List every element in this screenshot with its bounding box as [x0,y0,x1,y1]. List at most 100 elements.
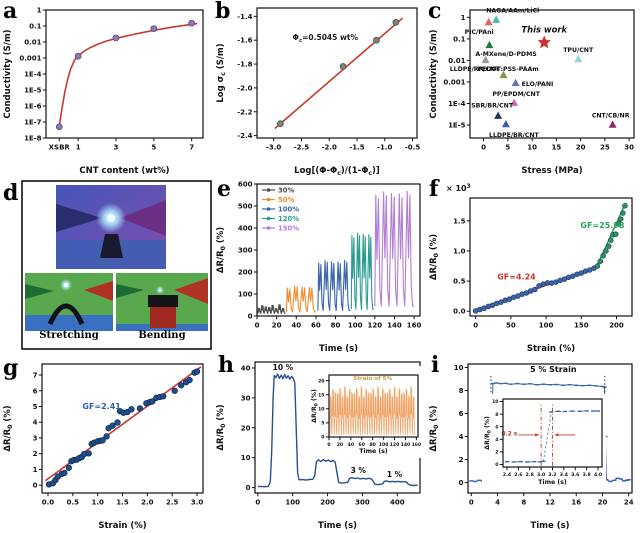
svg-text:60: 60 [359,442,365,448]
svg-text:150%: 150% [278,224,299,232]
svg-text:ΔR/R0 (%): ΔR/R0 (%) [484,416,492,450]
svg-text:15: 15 [551,144,561,152]
svg-text:200: 200 [609,322,624,330]
chart-conductivity-vs-cnt: XSBR 1 3 5 7 1 0.1 0.01 0.001 1E-4 1E-5 1E-6 1E-7 1E-… [0,0,213,178]
svg-text:20: 20 [598,499,608,507]
svg-text:3.0: 3.0 [537,472,545,478]
panel-led-photos: Stretching Bending [0,178,213,356]
svg-text:3: 3 [33,434,38,442]
svg-text:Time (s): Time (s) [318,521,357,531]
svg-text:Strain of 5%: Strain of 5% [353,376,392,382]
caption-stretching: Stretching [39,330,99,341]
svg-text:40: 40 [241,365,251,373]
svg-text:0: 0 [321,435,324,441]
svg-text:4: 4 [459,433,464,441]
svg-text:1E-6: 1E-6 [24,103,42,111]
svg-text:8: 8 [521,499,526,507]
svg-text:300: 300 [238,247,253,255]
svg-text:This work: This work [521,25,567,35]
svg-text:0: 0 [459,479,464,487]
svg-text:3.0: 3.0 [191,499,204,507]
svg-text:0: 0 [495,462,498,468]
panel-label-h: h [218,352,234,378]
svg-text:ΔR/R0 (%): ΔR/R0 (%) [3,405,14,451]
svg-text:160: 160 [412,442,421,448]
svg-text:200: 200 [320,499,335,507]
svg-text:0: 0 [255,322,260,330]
svg-text:4.0: 4.0 [594,472,602,478]
inset-cycling-durability: Strain of 5% 0 20 40 60 80 100 120 140 160 0 5 10 15 2… [309,366,421,458]
svg-text:140: 140 [387,322,402,330]
svg-text:Strain (%): Strain (%) [527,344,575,354]
svg-text:-1.5: -1.5 [349,144,364,152]
svg-text:30: 30 [624,144,634,152]
panel-label-c: c [428,0,442,24]
svg-text:Log[(Φ-Φc)/(1-Φc)]: Log[(Φ-Φc)/(1-Φc)] [294,166,380,177]
svg-text:1E-4: 1E-4 [448,100,466,108]
svg-text:6: 6 [459,410,464,418]
svg-text:7: 7 [33,372,38,380]
svg-text:40: 40 [291,322,301,330]
svg-text:160: 160 [407,322,422,330]
svg-text:PEDOT:PSS-PAAm: PEDOT:PSS-PAAm [478,66,539,73]
svg-text:60: 60 [311,322,321,330]
svg-text:300: 300 [355,499,370,507]
svg-text:16: 16 [571,499,581,507]
svg-text:2.5: 2.5 [166,499,179,507]
svg-text:12: 12 [545,499,555,507]
svg-text:10: 10 [241,454,251,462]
svg-text:20: 20 [576,144,586,152]
svg-text:6: 6 [495,424,498,430]
svg-text:3.6: 3.6 [571,472,579,478]
svg-text:50%: 50% [278,196,294,204]
panel-label-b: b [215,0,231,24]
svg-text:0: 0 [327,442,330,448]
svg-text:2.4: 2.4 [503,472,511,478]
panel-label-d: d [3,180,19,206]
svg-text:0: 0 [33,482,38,490]
svg-text:ΔR/R0 (%): ΔR/R0 (%) [429,234,440,280]
svg-text:8: 8 [495,412,498,418]
svg-text:0.2 s: 0.2 s [501,431,517,437]
svg-text:-1.8: -1.8 [237,61,252,69]
svg-text:GF=2.41: GF=2.41 [82,402,121,411]
svg-text:Conductivity (S/m): Conductivity (S/m) [3,29,13,118]
svg-text:5: 5 [151,144,156,152]
svg-text:Conductivity (S/m): Conductivity (S/m) [429,29,439,118]
svg-text:10: 10 [454,364,464,372]
svg-text:PP/EPDM/CNT: PP/EPDM/CNT [492,91,540,98]
svg-text:NAGA/AAm/LiCl: NAGA/AAm/LiCl [486,8,539,15]
svg-text:0.001: 0.001 [443,78,465,86]
svg-text:20: 20 [272,322,282,330]
svg-text:Time (s): Time (s) [319,344,358,354]
svg-text:-1.0: -1.0 [377,144,392,152]
svg-text:5: 5 [505,144,510,152]
svg-text:0: 0 [469,499,474,507]
svg-text:ΔR/R0 (%): ΔR/R0 (%) [311,389,319,423]
svg-text:ELO/PANI: ELO/PANI [522,81,554,88]
svg-text:25: 25 [600,144,610,152]
svg-text:100: 100 [539,322,554,330]
svg-text:Time (s): Time (s) [538,479,567,486]
svg-text:10: 10 [527,144,537,152]
caption-bending: Bending [138,330,186,341]
svg-text:140: 140 [401,442,411,448]
chart-step-strain-response: Strain of 5% 0 20 40 60 80 100 120 140 160 0 5 10 15 2… [213,356,426,533]
svg-text:20: 20 [337,442,343,448]
svg-text:-3.0: -3.0 [266,144,281,152]
panel-label-g: g [3,355,19,381]
svg-text:2.0: 2.0 [141,499,154,507]
svg-text:Strain (%): Strain (%) [98,521,146,531]
svg-text:0.01: 0.01 [448,57,465,65]
svg-text:3: 3 [114,144,119,152]
svg-text:LLDPE/BR/CNT: LLDPE/BR/CNT [489,132,540,139]
svg-text:Time (s): Time (s) [359,448,388,455]
svg-text:1: 1 [76,144,81,152]
svg-text:0: 0 [255,499,260,507]
svg-text:30: 30 [241,394,251,402]
chart-conductivity-vs-stress-comparison: NAGA/AAm/LiCl PIC/PAni This work A-MXene/D-… [426,0,640,178]
svg-text:1E-4: 1E-4 [24,71,42,79]
svg-text:3 %: 3 % [351,466,367,475]
svg-text:10 %: 10 % [273,363,294,372]
svg-text:0: 0 [481,144,486,152]
